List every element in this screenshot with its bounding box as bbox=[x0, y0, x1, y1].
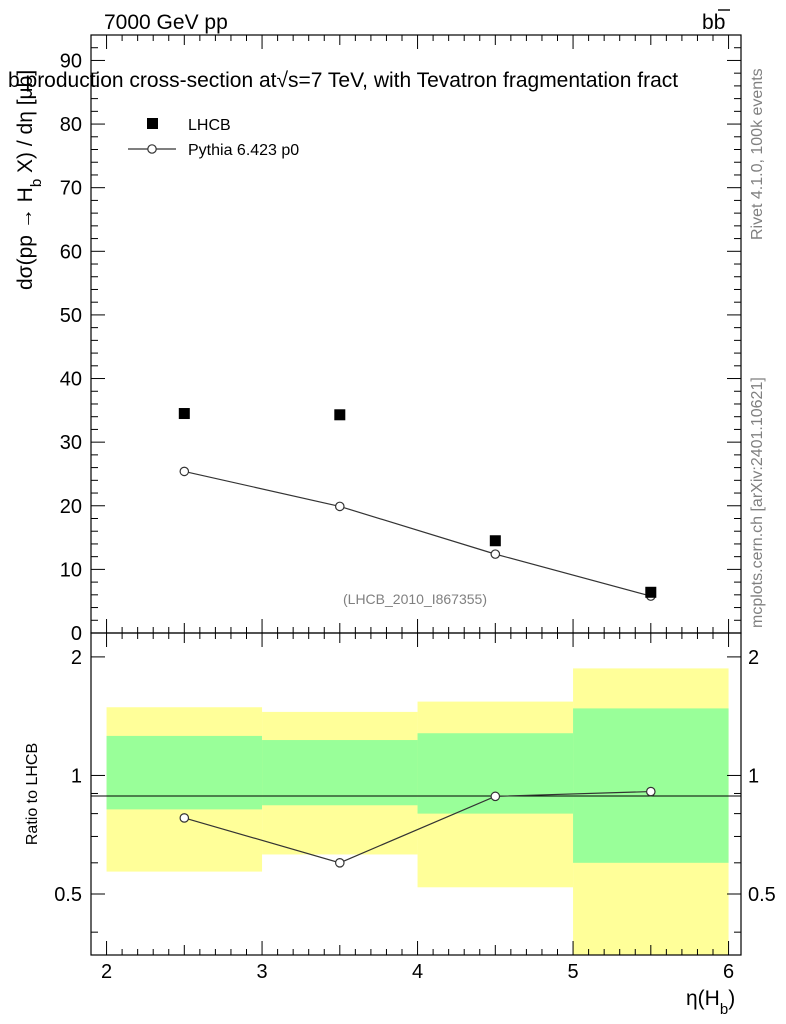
ratio-ytick-label-right: 0.5 bbox=[748, 884, 776, 906]
pythia-line bbox=[184, 470, 651, 597]
rivet-label: Rivet 4.1.0, 100k events bbox=[749, 68, 766, 240]
main-y-label-start: dσ(pp → H bbox=[14, 187, 37, 290]
main-ytick-label: 60 bbox=[60, 241, 82, 263]
main-y-label-end: X) / dη [μb] bbox=[14, 70, 37, 179]
x-axis-label: η(Hb) bbox=[686, 987, 735, 1018]
lhcb-point bbox=[334, 409, 346, 421]
main-ytick-label: 40 bbox=[60, 369, 82, 391]
ratio-pythia-point bbox=[335, 858, 345, 868]
title-sqrt: √ bbox=[276, 69, 288, 92]
axes-ticks: 0 10 20 30 40 50 60 70 80 90 2 3 4 5 6 0.5 0.5 1 1 2 2 bbox=[54, 34, 776, 983]
main-ytick-label: 10 bbox=[60, 559, 82, 581]
title-part1: b production cross-section at bbox=[8, 69, 277, 92]
ratio-pythia-point bbox=[646, 786, 656, 797]
main-ytick-label: 30 bbox=[60, 432, 82, 454]
ratio-xtick-label: 5 bbox=[567, 961, 578, 983]
main-ytick-label: 70 bbox=[60, 178, 82, 200]
main-ytick-label: 80 bbox=[60, 114, 82, 136]
ratio-ytick-label-left: 1 bbox=[71, 765, 82, 787]
ratio-ytick-label-left: 0.5 bbox=[54, 884, 82, 906]
pythia-point bbox=[335, 501, 345, 512]
main-y-label-sub: b bbox=[28, 179, 45, 187]
band-inner-3 bbox=[573, 708, 729, 863]
energy-label: 7000 GeV pp bbox=[104, 11, 228, 34]
plot-title: b production cross-section at√s=7 TeV, w… bbox=[8, 69, 678, 92]
ratio-xtick-label: 6 bbox=[723, 961, 734, 983]
x-label-sub: b bbox=[720, 1001, 728, 1018]
ratio-pythia-point bbox=[490, 791, 501, 802]
process-label-bbar: b bbox=[714, 11, 726, 34]
x-label-close: ) bbox=[728, 987, 735, 1010]
ratio-y-label: Ratio to LHCB bbox=[24, 743, 41, 845]
lhcb-point bbox=[178, 408, 190, 420]
legend: LHCB Pythia 6.423 p0 bbox=[128, 117, 299, 159]
ratio-xtick-label: 2 bbox=[101, 961, 112, 983]
ratio-bands bbox=[106, 668, 729, 955]
x-label-start: η(H bbox=[686, 987, 720, 1010]
pythia-point bbox=[179, 466, 190, 477]
main-ytick-label: 0 bbox=[71, 623, 82, 645]
legend-pythia-marker bbox=[147, 144, 157, 154]
ratio-ytick-label-left: 2 bbox=[71, 647, 82, 669]
main-ytick-label: 20 bbox=[60, 496, 82, 518]
data-marks bbox=[178, 408, 657, 868]
process-label-b: b bbox=[702, 11, 714, 34]
pythia-point bbox=[490, 549, 501, 559]
ratio-ytick-label-right: 1 bbox=[748, 765, 759, 787]
legend-lhcb-marker bbox=[147, 118, 158, 129]
lhcb-point bbox=[645, 586, 657, 598]
ratio-xtick-label: 3 bbox=[256, 961, 267, 983]
band-inner-2 bbox=[417, 733, 574, 814]
ratio-plot-frame bbox=[90, 632, 742, 956]
main-y-label: dσ(pp → Hb X) / dη [μb] bbox=[14, 70, 45, 290]
ratio-pythia-point bbox=[179, 813, 190, 823]
ratio-pythia-line bbox=[184, 790, 651, 864]
lhcb-point bbox=[489, 535, 501, 547]
ratio-ytick-label-right: 2 bbox=[748, 647, 759, 669]
title-part2: =7 TeV, with Tevatron fragmentation frac… bbox=[299, 69, 679, 92]
mcplots-label: mcplots.cern.ch [arXiv:2401.10621] bbox=[749, 377, 766, 628]
band-inner-1 bbox=[262, 740, 418, 806]
ratio-xtick-label: 4 bbox=[412, 961, 423, 983]
main-ytick-label: 50 bbox=[60, 305, 82, 327]
main-ytick-label: 90 bbox=[60, 50, 82, 72]
title-s: s bbox=[288, 69, 299, 92]
band-inner-0 bbox=[106, 735, 263, 810]
analysis-id: (LHCB_2010_I867355) bbox=[343, 591, 487, 607]
legend-lhcb-label: LHCB bbox=[188, 117, 231, 134]
process-label: bb bbox=[702, 11, 725, 34]
legend-pythia-label: Pythia 6.423 p0 bbox=[188, 142, 299, 159]
